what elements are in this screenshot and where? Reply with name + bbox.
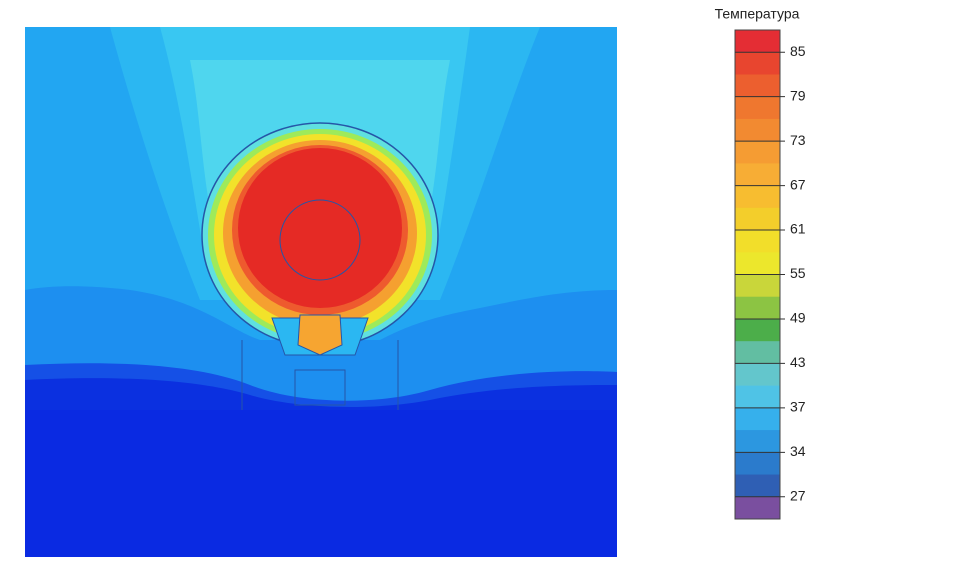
colorbar-band [735,385,780,409]
colorbar-band [735,252,780,275]
colorbar-tick-label: 73 [790,132,806,148]
colorbar-band [735,474,780,498]
colorbar-band [735,230,780,253]
colorbar-band [735,430,780,453]
colorbar-band [735,496,780,520]
colorbar-band [735,407,780,431]
colorbar-tick-label: 85 [790,43,806,59]
colorbar-band [735,163,780,187]
colorbar-band [735,207,780,231]
colorbar-tick-label: 43 [790,354,806,370]
colorbar-band [735,52,780,75]
colorbar-tick-label: 34 [790,443,806,459]
colorbar-band [735,318,780,342]
colorbar-band [735,341,780,364]
colorbar-tick-label: 49 [790,310,806,326]
colorbar-band [735,74,780,98]
colorbar-band [735,363,780,387]
colorbar-tick-label: 79 [790,87,806,103]
colorbar-band [735,141,780,164]
colorbar-tick-label: 55 [790,265,806,281]
colorbar-band [735,296,780,320]
colorbar-tick-label: 37 [790,399,806,415]
colorbar-tick-label: 61 [790,221,806,237]
colorbar-band [735,96,780,120]
colorbar-tick-label: 27 [790,487,806,503]
colorbar-band [735,185,780,209]
temperature-field [25,27,617,557]
colorbar-title: Температура [715,6,800,22]
colorbar-tick-label: 67 [790,176,806,192]
colorbar-band [735,452,780,476]
colorbar-band [735,274,780,298]
colorbar-band [735,118,780,142]
colorbar-band [735,30,780,53]
